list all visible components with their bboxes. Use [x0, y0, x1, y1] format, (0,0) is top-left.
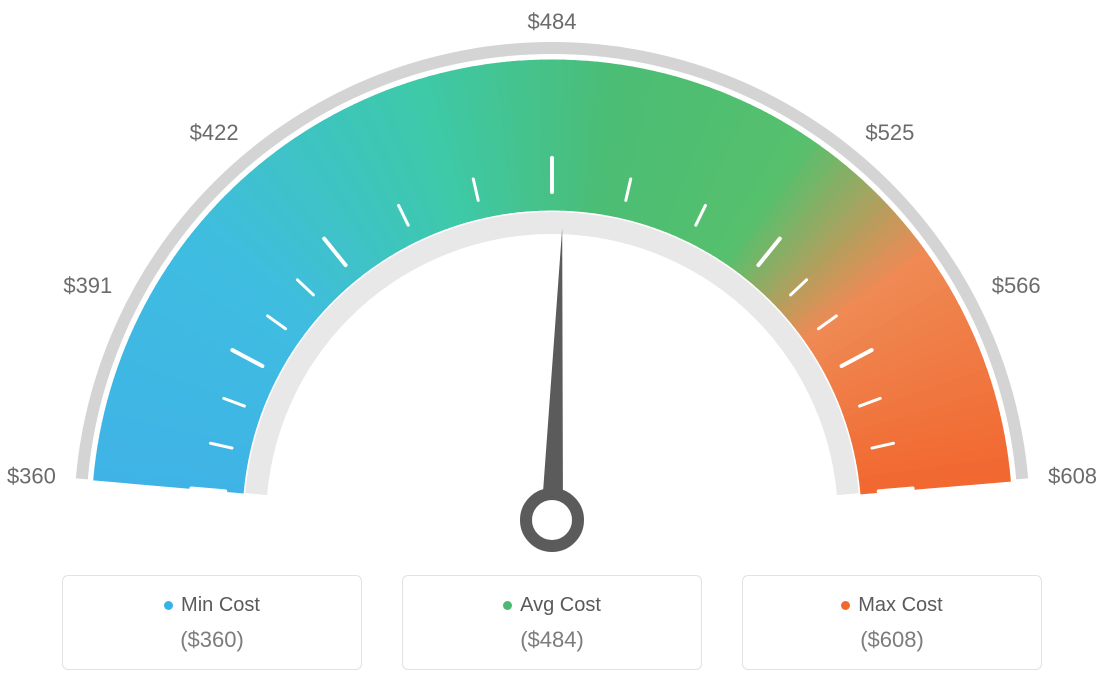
gauge-tick-label: $484 [528, 9, 577, 34]
gauge-tick-label: $422 [190, 120, 239, 145]
legend-title-avg: Avg Cost [503, 594, 601, 617]
gauge-tick-label: $608 [1048, 464, 1097, 489]
gauge-tick-label: $391 [63, 273, 112, 298]
legend-card-avg: Avg Cost ($484) [402, 575, 702, 670]
gauge-tick-label: $525 [865, 120, 914, 145]
legend-title-max: Max Cost [841, 594, 942, 617]
gauge-svg: $360 $391 $422 $484 $525 $566 $608 [0, 0, 1104, 580]
gauge-tick-label: $566 [992, 273, 1041, 298]
legend-title-min: Min Cost [164, 594, 260, 617]
legend-value-max: ($608) [753, 627, 1031, 653]
legend-label-avg: Avg Cost [520, 594, 601, 617]
legend-value-min: ($360) [73, 627, 351, 653]
legend-card-max: Max Cost ($608) [742, 575, 1042, 670]
legend-card-min: Min Cost ($360) [62, 575, 362, 670]
legend-dot-avg [503, 601, 512, 610]
gauge-tick-label: $360 [7, 464, 56, 489]
legend-value-avg: ($484) [413, 627, 691, 653]
gauge-needle [541, 228, 563, 520]
legend-row: Min Cost ($360) Avg Cost ($484) Max Cost… [0, 575, 1104, 670]
legend-label-min: Min Cost [181, 594, 260, 617]
gauge-hub [526, 494, 578, 546]
gauge-chart: $360 $391 $422 $484 $525 $566 $608 [0, 0, 1104, 560]
legend-label-max: Max Cost [858, 594, 942, 617]
legend-dot-max [841, 601, 850, 610]
legend-dot-min [164, 601, 173, 610]
